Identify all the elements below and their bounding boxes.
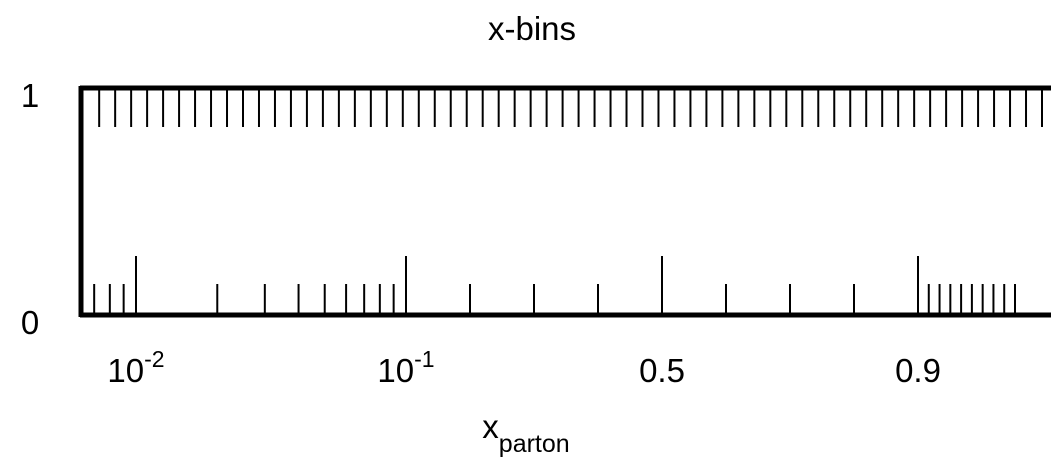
x-axis-label-subscript: parton bbox=[499, 430, 570, 458]
x-tick-label: 10-2 bbox=[107, 346, 164, 389]
x-axis-label-base: x bbox=[482, 408, 499, 445]
x-tick-label: 0.9 bbox=[895, 352, 941, 389]
plot-frame bbox=[78, 85, 1051, 318]
x-axis-label: xparton bbox=[482, 408, 569, 458]
y-tick-label-0: 0 bbox=[21, 304, 39, 341]
x-tick-label: 0.5 bbox=[639, 352, 685, 389]
bin-edges-y0 bbox=[93, 256, 1016, 315]
x-tick-label-exponent: -1 bbox=[414, 346, 434, 372]
x-tick-label-base: 0.5 bbox=[639, 352, 685, 389]
x-tick-label-base: 10 bbox=[377, 352, 414, 389]
x-tick-label-exponent: -2 bbox=[144, 346, 164, 372]
x-tick-label-base: 0.9 bbox=[895, 352, 941, 389]
x-tick-label: 10-1 bbox=[377, 346, 434, 389]
x-tick-labels: 10-2 10-1 0.5 0.9 bbox=[107, 346, 941, 389]
chart-title: x-bins bbox=[488, 10, 576, 47]
x-tick-label-base: 10 bbox=[107, 352, 144, 389]
bin-edges-y1 bbox=[98, 88, 1043, 127]
y-tick-label-1: 1 bbox=[21, 77, 39, 114]
